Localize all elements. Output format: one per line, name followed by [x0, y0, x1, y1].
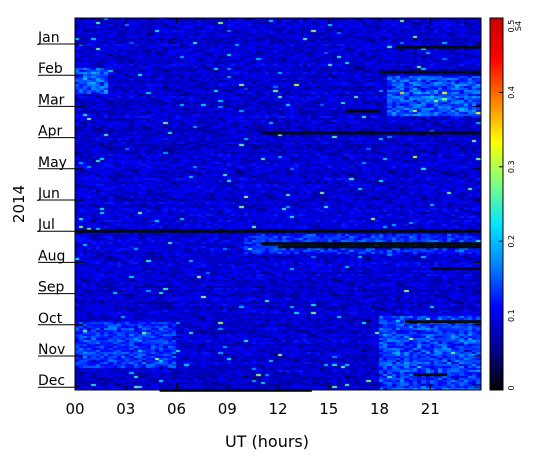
- colorbar: 0 0.1 0.2 0.3 0.4 0.5S4: [489, 17, 523, 391]
- data-gap-8: [430, 267, 481, 271]
- colorbar-tick-label-0.1: 0.1: [507, 309, 516, 322]
- data-gap-4: [261, 131, 481, 135]
- x-ticks: 00 03 06 09 12 15 18 21: [65, 18, 440, 418]
- x-tick-label-15: 15: [319, 400, 338, 418]
- y-tick-label-may: May: [38, 155, 67, 171]
- x-tick-label-18: 18: [370, 400, 389, 418]
- y-tick-label-mar: Mar: [38, 92, 65, 108]
- y-tick-label-jun: Jun: [37, 186, 60, 202]
- y-ticks: Jan Feb Mar Apr May Jun Jul Aug Sep Oct Nov Dec: [37, 30, 481, 389]
- y-tick-label-aug: Aug: [38, 248, 65, 264]
- x-axis-label: UT (hours): [225, 432, 309, 451]
- x-tick-label-06: 06: [167, 400, 186, 418]
- colorbar-tick-label-0.5: 0.5: [507, 20, 516, 33]
- data-gap-6: [261, 242, 481, 246]
- y-tick-label-sep: Sep: [38, 280, 65, 296]
- x-tick-label-00: 00: [65, 400, 84, 418]
- heatmap-image: [75, 18, 481, 390]
- colorbar-tick-label-0.4: 0.4: [507, 86, 516, 99]
- data-gap-2: [379, 70, 481, 74]
- y-tick-label-dec: Dec: [38, 373, 65, 389]
- data-gap-9: [404, 320, 481, 324]
- x-tick-label-09: 09: [218, 400, 237, 418]
- heatmap-cells: [75, 18, 481, 390]
- y-tick-label-jan: Jan: [37, 30, 60, 46]
- data-gap-10: [413, 373, 448, 377]
- x-tick-label-03: 03: [116, 400, 135, 418]
- x-tick-label-21: 21: [421, 400, 440, 418]
- colorbar-label: S4: [514, 21, 523, 31]
- data-gap-7: [278, 245, 481, 249]
- y-tick-label-jul: Jul: [37, 217, 55, 233]
- data-gap-3: [345, 109, 380, 113]
- data-gap-5: [75, 229, 481, 233]
- y-tick-label-apr: Apr: [38, 124, 62, 140]
- x-tick-label-12: 12: [268, 400, 287, 418]
- colorbar-tick-label-0.3: 0.3: [507, 160, 516, 173]
- y-tick-label-feb: Feb: [38, 61, 63, 77]
- colorbar-tick-label-0.2: 0.2: [507, 235, 516, 248]
- y-axis-label: 2014: [10, 185, 28, 223]
- y-tick-label-nov: Nov: [38, 342, 65, 358]
- colorbar-tick-label-0: 0: [507, 385, 516, 390]
- colorbar-gradient: [489, 17, 504, 391]
- data-gap-1: [396, 45, 481, 49]
- y-tick-label-oct: Oct: [38, 311, 63, 327]
